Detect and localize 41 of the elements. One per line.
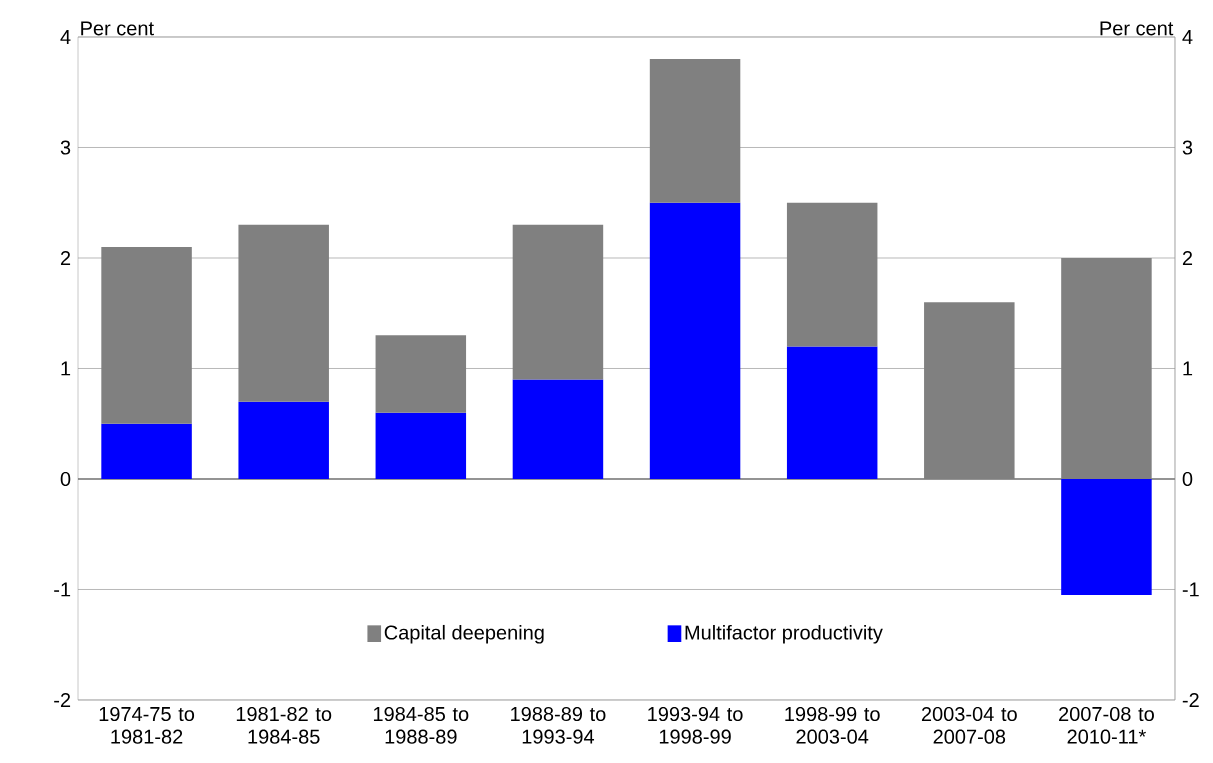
x-tick-label: 1988-89 to 1993-94: [511, 706, 606, 744]
y-tick-label: -1: [54, 582, 71, 597]
bar: [1061, 258, 1152, 479]
y2-tick-label: 3: [1182, 140, 1193, 155]
y-axis-title: Per cent: [81, 21, 154, 36]
bar: [512, 224, 604, 380]
bar: [238, 401, 329, 479]
bar: [512, 379, 604, 479]
y-tick-label: 0: [60, 471, 71, 487]
x-tick-label: 1984-85 to 1988-89: [373, 706, 469, 744]
bar: [101, 423, 192, 479]
legend-label: Multifactor productivity: [685, 624, 883, 644]
x-tick-label: 2003-04 to 2007-08: [921, 706, 1017, 744]
bar: [786, 202, 878, 347]
y2-tick-label: 1: [1183, 361, 1193, 376]
bar: [375, 412, 467, 479]
x-tick-label: 1974-75 to 1981-82: [99, 706, 195, 744]
bar: [375, 335, 467, 413]
bar: [786, 346, 878, 479]
bar: [649, 202, 741, 479]
y2-tick-label: 0: [1182, 471, 1193, 487]
y-tick-label: -2: [54, 693, 71, 707]
y2-tick-label: 2: [1182, 251, 1193, 265]
y-tick-label: 1: [61, 361, 71, 376]
y2-tick-label: -2: [1182, 693, 1199, 707]
x-tick-label: 1993-94 to 1998-99: [648, 706, 743, 744]
y2-tick-label: -1: [1182, 582, 1199, 597]
bar: [101, 246, 192, 424]
bar: [649, 59, 741, 203]
y-tick-label: 2: [60, 251, 71, 265]
y-tick-label: 3: [60, 140, 71, 155]
legend-label: Capital deepening: [384, 624, 544, 644]
y2-tick-label: 4: [1182, 30, 1193, 44]
y-tick-label: 4: [60, 30, 71, 44]
y2-axis-title: Per cent: [1100, 21, 1174, 36]
x-tick-label: 2007-08 to 2010-11*: [1059, 706, 1154, 744]
bar: [238, 224, 329, 402]
bar: [1061, 478, 1152, 596]
x-tick-label: 1981-82 to 1984-85: [236, 706, 332, 744]
x-tick-label: 1998-99 to 2003-04: [785, 706, 880, 744]
bar: [924, 302, 1015, 479]
